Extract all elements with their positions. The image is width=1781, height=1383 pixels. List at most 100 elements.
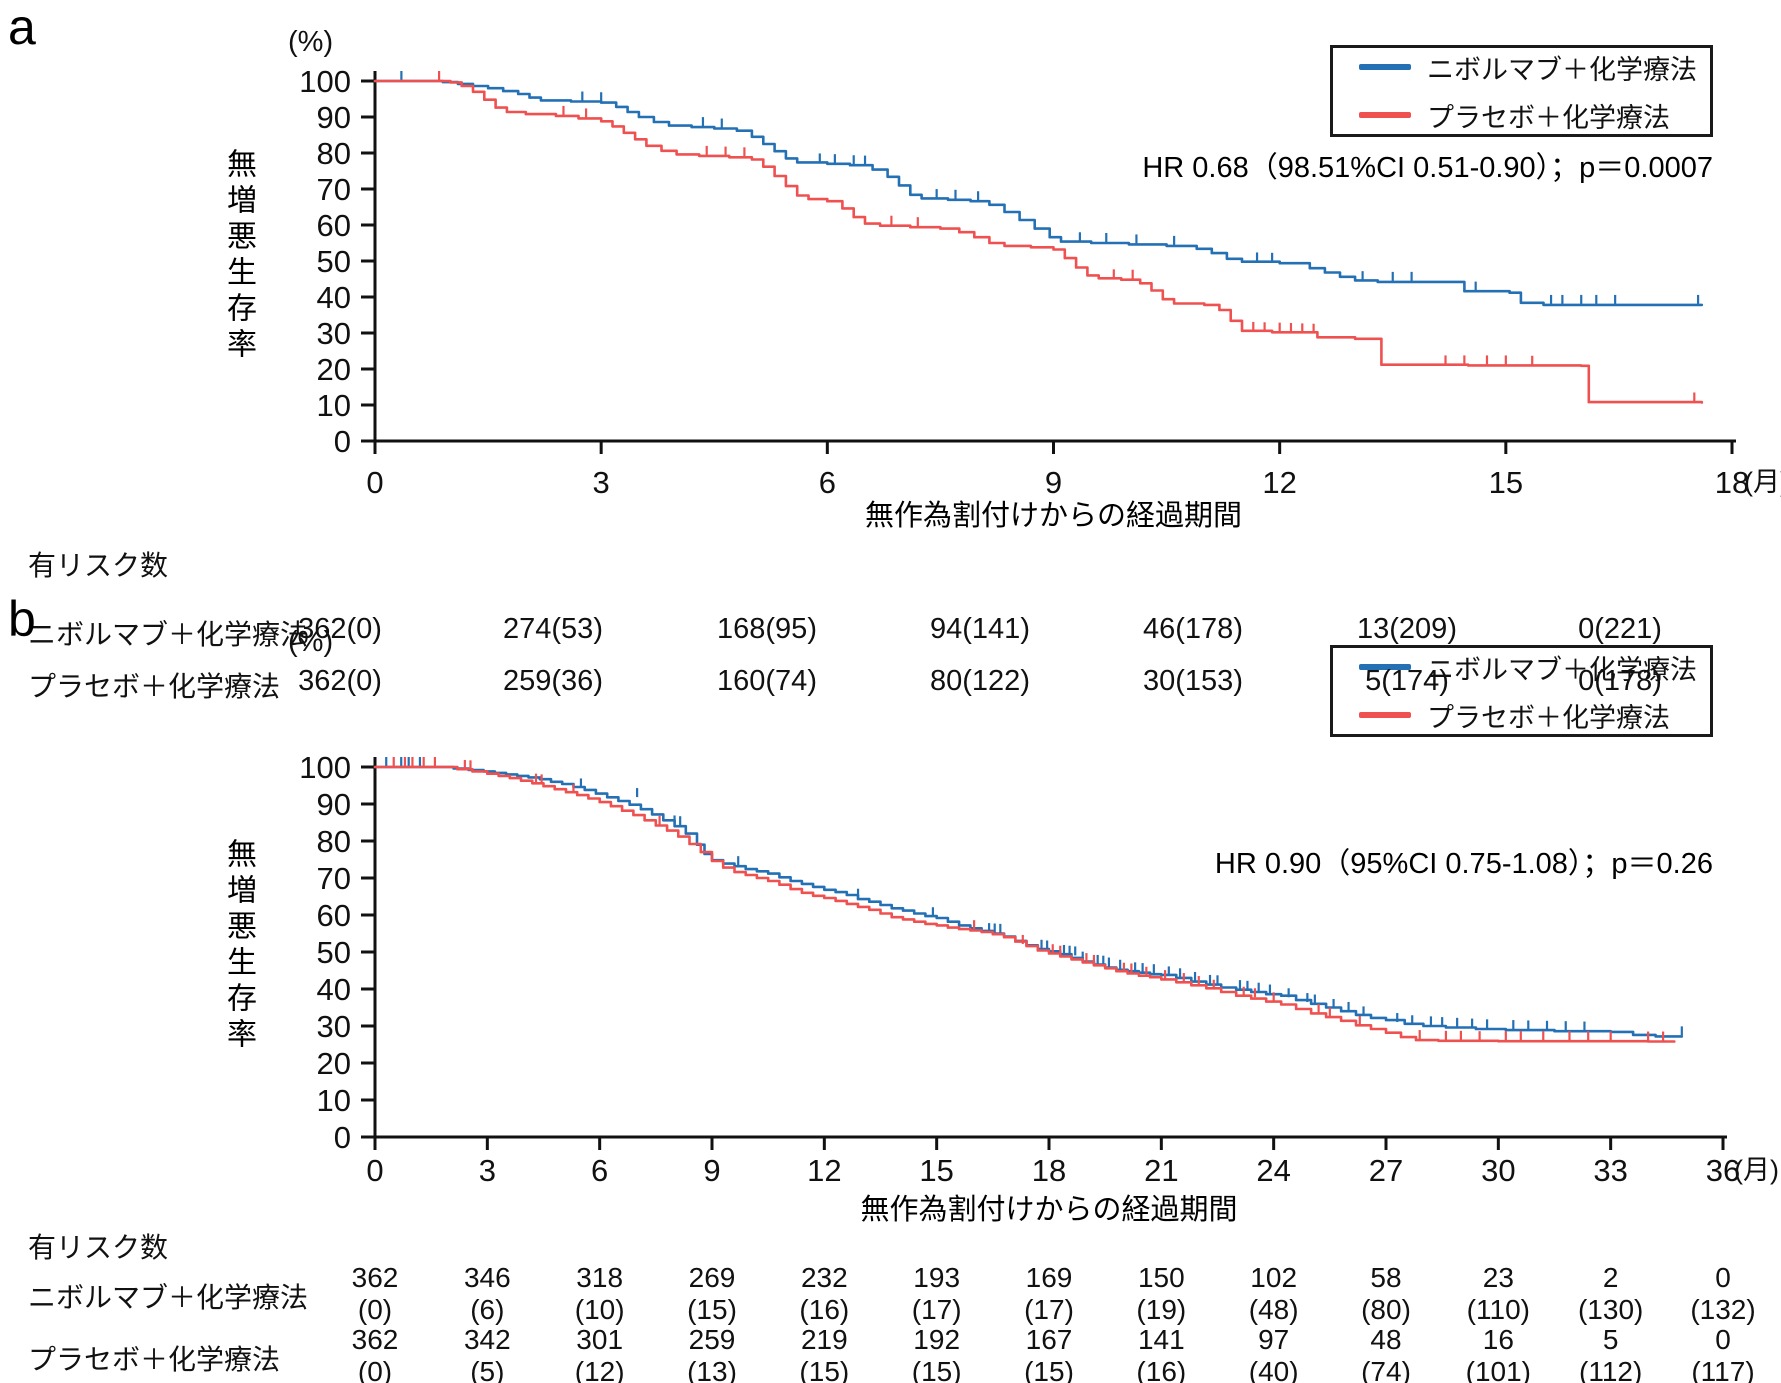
risk-value: 362(0) [298, 613, 382, 645]
y-tick-label: 70 [317, 861, 351, 896]
risk-events: (5) [470, 1356, 505, 1383]
y-tick-label: 60 [317, 208, 351, 243]
risk-events: (17) [1024, 1294, 1074, 1325]
x-tick-label: 15 [919, 1153, 953, 1188]
risk-count: 141 [1137, 1324, 1185, 1355]
panel-b-x-title: 無作為割付けからの経過期間 [860, 1194, 1238, 1226]
risk-events: (16) [1136, 1356, 1187, 1383]
panel-b-y-title: 無増悪生存率 [222, 838, 255, 1054]
risk-events: (48) [1248, 1294, 1299, 1325]
x-tick-label: 30 [1481, 1153, 1515, 1188]
risk-count: 150 [1137, 1262, 1185, 1293]
risk-events: (40) [1248, 1356, 1299, 1383]
km-curve [373, 765, 1676, 1043]
risk-events: (13) [687, 1356, 737, 1383]
risk-count: 362 [351, 1324, 399, 1355]
x-tick-label: 9 [703, 1153, 720, 1188]
y-tick-label: 30 [317, 316, 351, 351]
risk-count: 362 [351, 1262, 399, 1293]
risk-count: 167 [1025, 1324, 1073, 1355]
legend-label: プラセボ＋化学療法 [1427, 102, 1670, 133]
km-curve [373, 79, 1704, 307]
x-tick-label: 27 [1369, 1153, 1403, 1188]
risk-value: 160(74) [717, 665, 817, 697]
y-tick-label: 90 [317, 100, 351, 135]
risk-count: 23 [1482, 1262, 1514, 1293]
panel-b-risk-header: 有リスク数 [28, 1232, 169, 1263]
risk-count: 0 [1715, 1324, 1731, 1355]
x-tick-label: 24 [1256, 1153, 1290, 1188]
legend-item: プラセボ＋化学療法 [1359, 96, 1710, 135]
y-tick-label: 50 [317, 244, 351, 279]
risk-events: (0) [357, 1294, 393, 1325]
risk-events: (16) [799, 1294, 850, 1325]
x-tick-label: 0 [366, 465, 383, 500]
risk-value: 46(178) [1143, 613, 1243, 645]
y-tick-label: 0 [334, 1120, 351, 1155]
panel-b-risk-row-label-nivolumab: ニボルマブ＋化学療法 [28, 1282, 309, 1313]
x-tick-label: 33 [1593, 1153, 1627, 1188]
panel-b-risk-row-label-placebo: プラセボ＋化学療法 [28, 1344, 281, 1375]
risk-count: 346 [463, 1262, 511, 1293]
placebo-line-swatch-icon [1359, 712, 1411, 718]
y-tick-label: 80 [317, 824, 351, 859]
x-tick-label: 0 [366, 1153, 383, 1188]
risk-count: 2 [1602, 1262, 1619, 1293]
legend-label: プラセボ＋化学療法 [1427, 702, 1670, 733]
risk-value: 0(221) [1578, 613, 1662, 645]
x-tick-label: 36 [1706, 1153, 1740, 1188]
risk-events: (10) [574, 1294, 625, 1325]
risk-events: (101) [1465, 1356, 1532, 1383]
panel-b-letter: b [8, 591, 36, 647]
risk-value: 259(36) [503, 665, 603, 697]
panel-a-risk-row-label-nivolumab: ニボルマブ＋化学療法 [28, 619, 309, 650]
y-tick-label: 20 [317, 352, 351, 387]
risk-count: 259 [688, 1324, 736, 1355]
risk-events: (15) [687, 1294, 737, 1325]
y-tick-label: 0 [334, 424, 351, 459]
risk-value: 13(209) [1357, 613, 1457, 645]
y-tick-label: 100 [299, 750, 351, 785]
placebo-line-swatch-icon [1359, 112, 1411, 118]
panel-b-hr-annotation: HR 0.90（95%CI 0.75-1.08）；p＝0.26 [1214, 848, 1713, 880]
x-tick-label: 9 [1045, 465, 1062, 500]
risk-value: 0(178) [1578, 665, 1662, 697]
risk-value: 274(53) [503, 613, 603, 645]
legend-item: ニボルマブ＋化学療法 [1359, 48, 1710, 87]
risk-events: (19) [1136, 1294, 1187, 1325]
y-tick-label: 10 [317, 388, 351, 423]
panel-b-legend: ニボルマブ＋化学療法 プラセボ＋化学療法 [1330, 645, 1713, 737]
y-tick-label: 50 [317, 935, 351, 970]
risk-events: (6) [470, 1294, 505, 1325]
y-tick-label: 40 [317, 280, 351, 315]
panel-a-y-title: 無増悪生存率 [222, 148, 255, 364]
risk-count: 232 [800, 1262, 848, 1293]
km-curve [373, 765, 1684, 1038]
x-tick-label: 18 [1715, 465, 1749, 500]
risk-events: (74) [1361, 1356, 1411, 1383]
nivolumab-line-swatch-icon [1359, 664, 1411, 670]
panel-a-letter: a [8, 0, 36, 55]
legend-item: プラセボ＋化学療法 [1359, 696, 1710, 735]
risk-count: 5 [1602, 1324, 1619, 1355]
panel-a-hr-annotation: HR 0.68（98.51%CI 0.51-0.90）；p＝0.0007 [1142, 152, 1713, 184]
risk-events: (15) [799, 1356, 850, 1383]
risk-count: 0 [1715, 1262, 1731, 1293]
risk-count: 193 [913, 1262, 961, 1293]
legend-item: ニボルマブ＋化学療法 [1359, 648, 1710, 687]
risk-value: 168(95) [717, 613, 817, 645]
y-tick-label: 60 [317, 898, 351, 933]
risk-events: (0) [357, 1356, 393, 1383]
panel-a-x-title: 無作為割付けからの経過期間 [864, 500, 1242, 532]
risk-events: (80) [1361, 1294, 1411, 1325]
risk-value: 94(141) [930, 613, 1030, 645]
panel-a-risk-header: 有リスク数 [28, 550, 169, 581]
legend-label: ニボルマブ＋化学療法 [1427, 54, 1697, 85]
risk-count: 192 [913, 1324, 961, 1355]
risk-count: 102 [1250, 1262, 1298, 1293]
risk-events: (15) [1024, 1356, 1074, 1383]
legend-label: ニボルマブ＋化学療法 [1427, 654, 1697, 685]
x-tick-label: 15 [1489, 465, 1523, 500]
